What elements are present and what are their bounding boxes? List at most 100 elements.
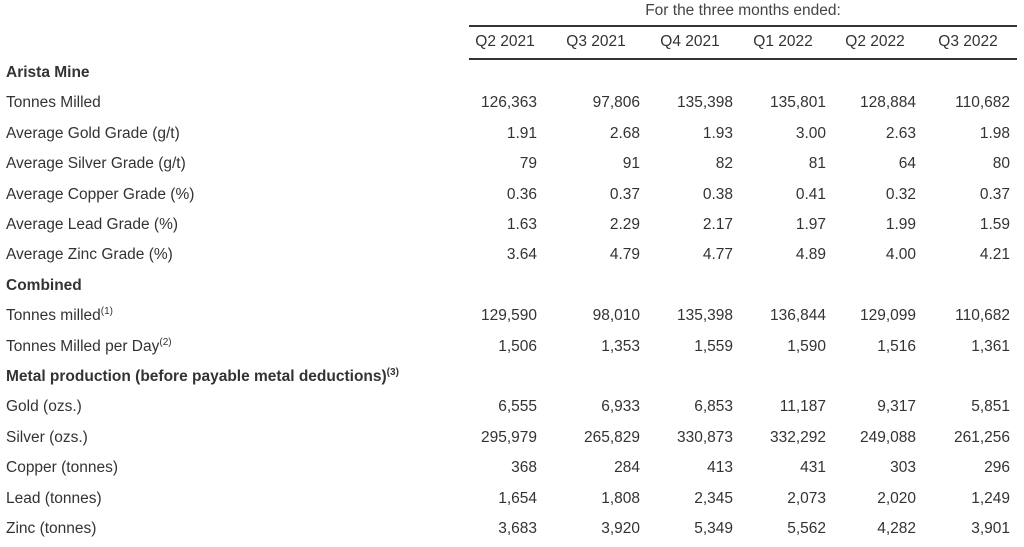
column-header-row: Q2 2021 Q3 2021 Q4 2021 Q1 2022 Q2 2022 Q3 20… xyxy=(0,33,1024,53)
footnote-ref: (3) xyxy=(386,367,399,378)
row-label-text: Tonnes Milled xyxy=(6,94,101,112)
table-cell: 296 xyxy=(984,459,1010,477)
table-cell: 265,829 xyxy=(583,428,640,446)
table-cell: 295,979 xyxy=(480,428,537,446)
table-cell: 0.36 xyxy=(506,185,537,203)
table-cell: 2.17 xyxy=(702,216,733,233)
table-cell: 1,249 xyxy=(971,489,1010,507)
row-label: Average Zinc Grade (%) xyxy=(6,246,173,264)
table-cell: 6,555 xyxy=(498,398,537,416)
table-row: Average Copper Grade (%) 0.36 0.37 0.38 0.41… xyxy=(0,186,1024,206)
table-row: Tonnes Milled 126,363 97,806 135,398 135,801… xyxy=(0,94,1024,114)
table-row: Lead (tonnes) 1,654 1,808 2,345 2,073 2,020 1,… xyxy=(0,490,1024,510)
table-cell: 82 xyxy=(715,155,733,173)
table-cell: 1.93 xyxy=(702,124,733,142)
table-cell: 91 xyxy=(622,155,640,173)
table-cell: 80 xyxy=(992,155,1010,173)
table-cell: 2.63 xyxy=(885,124,916,142)
table-row: Zinc (tonnes) 3,683 3,920 5,349 5,562 4,282 3,… xyxy=(0,520,1024,540)
row-label: Metal production (before payable metal d… xyxy=(6,368,399,386)
table-cell: 79 xyxy=(519,155,537,173)
table-cell: 1,506 xyxy=(498,337,537,355)
table-cell: 2,073 xyxy=(787,489,826,507)
table-row: Tonnes milled(1) 129,590 98,010 135,398 136,… xyxy=(0,307,1024,327)
table-cell: 135,398 xyxy=(676,94,733,112)
table-cell: 4.89 xyxy=(795,246,826,264)
table-cell: 97,806 xyxy=(592,94,640,112)
table-cell: 126,363 xyxy=(480,94,537,112)
table-cell: 1,654 xyxy=(498,489,537,507)
table-cell: 1,353 xyxy=(601,337,640,355)
row-label: Lead (tonnes) xyxy=(6,490,102,508)
column-header: Q2 2021 xyxy=(475,33,535,50)
table-cell: 1,559 xyxy=(694,337,733,355)
table-row: Average Gold Grade (g/t) 1.91 2.68 1.93 3.00… xyxy=(0,125,1024,145)
section-header-row: Combined xyxy=(0,277,1024,297)
row-label-text: Average Zinc Grade (%) xyxy=(6,246,173,264)
table-cell: 128,884 xyxy=(859,94,916,112)
row-label-text: Gold (ozs.) xyxy=(6,398,82,416)
table-row: Tonnes Milled per Day(2) 1,506 1,353 1,559 1… xyxy=(0,336,1024,358)
table-cell: 1.59 xyxy=(979,216,1010,233)
table-cell: 129,590 xyxy=(480,307,537,325)
table-cell: 368 xyxy=(511,459,537,477)
column-header: Q3 2021 xyxy=(566,33,626,50)
row-label: Average Silver Grade (g/t) xyxy=(6,155,186,173)
table-cell: 1,516 xyxy=(877,337,916,355)
table-row: Gold (ozs.) 6,555 6,933 6,853 11,187 9,317 5,8… xyxy=(0,398,1024,418)
header-bottom-rule xyxy=(469,58,1017,60)
table-cell: 6,853 xyxy=(694,398,733,416)
row-label: Silver (ozs.) xyxy=(6,429,88,447)
table-cell: 110,682 xyxy=(955,94,1010,112)
table-cell: 431 xyxy=(800,459,826,477)
table-cell: 136,844 xyxy=(769,307,826,325)
table-cell: 249,088 xyxy=(859,428,916,446)
row-label-text: Average Gold Grade (g/t) xyxy=(6,124,180,142)
table-cell: 110,682 xyxy=(955,307,1010,325)
table-cell: 135,398 xyxy=(676,307,733,325)
table-cell: 330,873 xyxy=(676,428,733,446)
table-cell: 5,349 xyxy=(694,520,733,537)
table-cell: 332,292 xyxy=(769,428,826,446)
table-cell: 1.63 xyxy=(506,216,537,233)
row-label: Copper (tonnes) xyxy=(6,459,118,477)
table-cell: 2.68 xyxy=(609,124,640,142)
table-cell: 284 xyxy=(614,459,640,477)
row-label-text: Tonnes Milled per Day xyxy=(6,337,160,355)
row-label-text: Combined xyxy=(6,276,82,294)
table-caption: For the three months ended: xyxy=(645,2,841,19)
table-cell: 303 xyxy=(890,459,916,477)
table-cell: 1.91 xyxy=(506,124,537,142)
table-cell: 3,920 xyxy=(601,520,640,537)
table-cell: 1.98 xyxy=(979,124,1010,142)
row-label: Average Lead Grade (%) xyxy=(6,216,178,234)
footnote-ref: (2) xyxy=(159,336,172,348)
row-label: Gold (ozs.) xyxy=(6,398,82,416)
table-cell: 4.00 xyxy=(885,246,916,264)
row-label: Zinc (tonnes) xyxy=(6,520,96,538)
table-cell: 2,020 xyxy=(877,489,916,507)
table-cell: 0.32 xyxy=(885,185,916,203)
row-label-text: Arista Mine xyxy=(6,64,90,81)
table-cell: 5,562 xyxy=(787,520,826,537)
row-label: Average Gold Grade (g/t) xyxy=(6,125,180,143)
table-row: Average Lead Grade (%) 1.63 2.29 2.17 1.97 1.… xyxy=(0,216,1024,236)
table-row: Silver (ozs.) 295,979 265,829 330,873 332,29… xyxy=(0,429,1024,449)
column-header: Q1 2022 xyxy=(753,33,813,50)
table-row: Average Zinc Grade (%) 3.64 4.79 4.77 4.89 4.… xyxy=(0,246,1024,266)
column-header: Q3 2022 xyxy=(938,33,998,50)
table-cell: 2,345 xyxy=(694,489,733,507)
table-cell: 64 xyxy=(898,155,916,173)
table-cell: 3,683 xyxy=(498,520,537,537)
table-cell: 0.41 xyxy=(795,185,826,203)
table-cell: 1,590 xyxy=(787,337,826,355)
header-top-rule xyxy=(469,25,1017,27)
row-label-text: Average Copper Grade (%) xyxy=(6,185,195,203)
table-cell: 11,187 xyxy=(779,398,826,416)
table-cell: 129,099 xyxy=(859,307,916,325)
table-cell: 0.37 xyxy=(979,185,1010,203)
row-label-text: Average Lead Grade (%) xyxy=(6,216,179,233)
table-cell: 4.77 xyxy=(702,246,733,264)
table-cell: 9,317 xyxy=(877,398,916,416)
table-cell: 4.79 xyxy=(609,246,640,264)
